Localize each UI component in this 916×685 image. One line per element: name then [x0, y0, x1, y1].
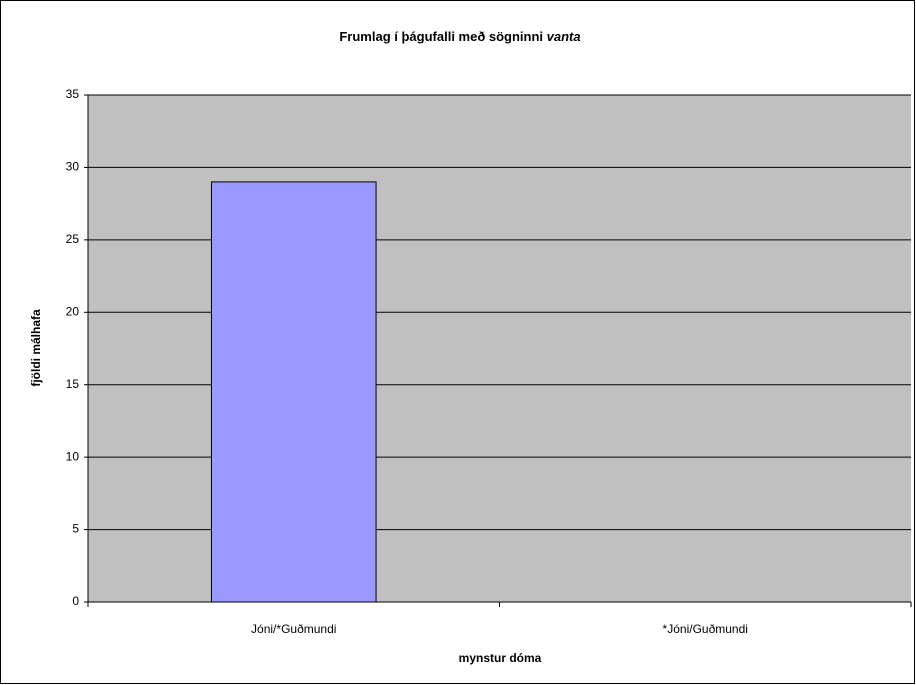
x-axis-label: mynstur dóma — [459, 651, 542, 665]
chart-title: Frumlag í þágufalli með sögninni vanta — [339, 29, 580, 44]
y-tick-label: 20 — [66, 304, 80, 318]
y-tick-label: 5 — [72, 522, 79, 536]
bar — [210, 181, 377, 603]
x-tick-label: Jóni/*Guðmundi — [251, 622, 336, 636]
y-tick-label: 30 — [66, 160, 80, 174]
x-tick-label: *Jóni/Guðmundi — [663, 622, 748, 636]
y-tick-label: 25 — [66, 232, 80, 246]
y-tick-label: 35 — [66, 87, 80, 101]
y-tick-label: 10 — [66, 449, 80, 463]
y-tick-label: 0 — [72, 594, 79, 608]
y-tick-label: 15 — [66, 377, 80, 391]
y-axis-label: fjöldi málhafa — [29, 309, 43, 387]
